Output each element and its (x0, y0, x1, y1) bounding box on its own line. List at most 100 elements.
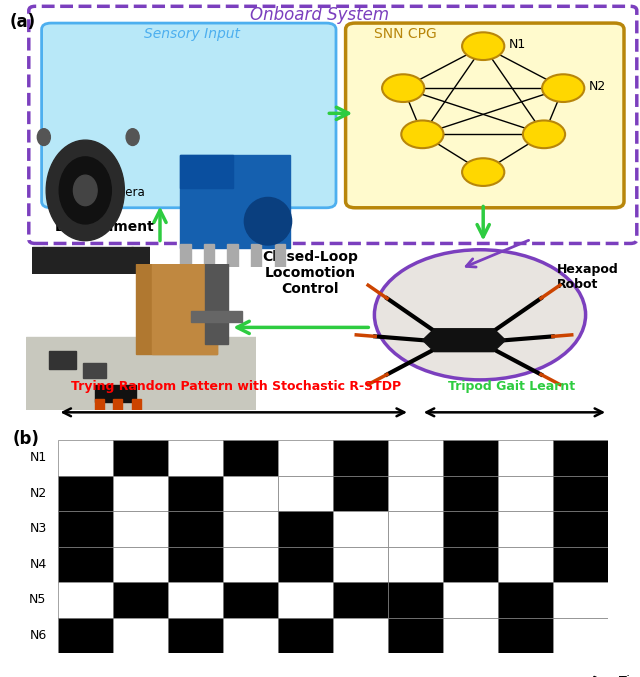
Bar (180, 155, 232, 188)
Bar (333, 440, 388, 475)
Polygon shape (422, 329, 506, 351)
Bar (443, 440, 498, 475)
Bar (205, 264, 228, 344)
Bar (191, 311, 242, 322)
Bar (113, 547, 168, 582)
Bar (498, 582, 553, 617)
Bar (278, 582, 333, 617)
Bar (204, 244, 214, 267)
Circle shape (244, 198, 292, 245)
Circle shape (382, 74, 424, 102)
Bar (388, 582, 443, 617)
Bar (168, 475, 223, 511)
Bar (278, 547, 333, 582)
Bar (498, 547, 553, 582)
Bar (388, 475, 443, 511)
Bar (443, 511, 498, 547)
Bar (227, 244, 238, 267)
Bar (553, 440, 608, 475)
Bar (180, 155, 291, 248)
Circle shape (126, 248, 139, 264)
Bar (278, 475, 333, 511)
Bar (168, 440, 223, 475)
Text: Visual camera: Visual camera (61, 186, 144, 199)
Text: N4: N4 (29, 558, 47, 571)
Text: Sensory Input: Sensory Input (144, 27, 240, 41)
Bar (388, 547, 443, 582)
Circle shape (126, 129, 139, 146)
Bar (498, 440, 553, 475)
Bar (278, 617, 333, 653)
Text: N5: N5 (29, 594, 47, 607)
Bar (58, 475, 113, 511)
Bar (113, 399, 122, 410)
Bar (443, 475, 498, 511)
Text: N6: N6 (29, 629, 47, 642)
Bar (251, 244, 261, 267)
Text: (b): (b) (13, 430, 40, 448)
Bar (223, 511, 278, 547)
Bar (113, 511, 168, 547)
Bar (278, 511, 333, 547)
Text: Environment: Environment (54, 219, 154, 234)
Bar (388, 511, 443, 547)
Bar (58, 547, 113, 582)
Circle shape (46, 140, 124, 240)
Text: Tripod Gait Learnt: Tripod Gait Learnt (448, 380, 575, 393)
Circle shape (462, 32, 504, 60)
Bar (83, 363, 106, 378)
Bar (333, 547, 388, 582)
Bar (95, 385, 136, 402)
Circle shape (37, 248, 51, 264)
Bar (180, 244, 191, 267)
Text: Hexapod
Robot: Hexapod Robot (557, 263, 618, 291)
Circle shape (462, 158, 504, 186)
Bar (498, 511, 553, 547)
Bar (498, 475, 553, 511)
Circle shape (401, 121, 444, 148)
Bar (223, 475, 278, 511)
Bar (152, 264, 217, 354)
Text: (a): (a) (10, 13, 36, 30)
Text: Trying Random Pattern with Stochastic R-STDP: Trying Random Pattern with Stochastic R-… (72, 380, 401, 393)
Circle shape (37, 129, 51, 146)
Bar (223, 582, 278, 617)
Bar (113, 582, 168, 617)
FancyBboxPatch shape (346, 23, 624, 208)
Bar (58, 511, 113, 547)
Bar (113, 475, 168, 511)
FancyBboxPatch shape (42, 23, 336, 208)
Bar (388, 617, 443, 653)
Bar (132, 399, 141, 410)
Circle shape (60, 157, 111, 224)
Circle shape (523, 121, 565, 148)
Bar (223, 440, 278, 475)
Bar (58, 617, 113, 653)
Bar (95, 399, 104, 410)
Bar (443, 617, 498, 653)
Bar (58, 440, 113, 475)
Bar (553, 617, 608, 653)
Bar (168, 582, 223, 617)
Circle shape (542, 74, 584, 102)
Bar (333, 475, 388, 511)
Bar (333, 582, 388, 617)
Bar (443, 547, 498, 582)
Bar (223, 547, 278, 582)
Bar (498, 617, 553, 653)
Text: Closed-Loop
Locomotion
Control: Closed-Loop Locomotion Control (262, 250, 358, 296)
Bar (113, 440, 168, 475)
Bar (26, 336, 256, 410)
Text: N2: N2 (589, 79, 606, 93)
Bar (333, 511, 388, 547)
Bar (168, 547, 223, 582)
Bar (113, 617, 168, 653)
Text: N1: N1 (509, 37, 526, 51)
Bar (553, 582, 608, 617)
Bar (278, 440, 333, 475)
Bar (49, 351, 76, 369)
Text: N3: N3 (29, 523, 47, 536)
Bar (168, 511, 223, 547)
Text: Gyrometer: Gyrometer (182, 186, 246, 199)
Ellipse shape (374, 250, 586, 380)
